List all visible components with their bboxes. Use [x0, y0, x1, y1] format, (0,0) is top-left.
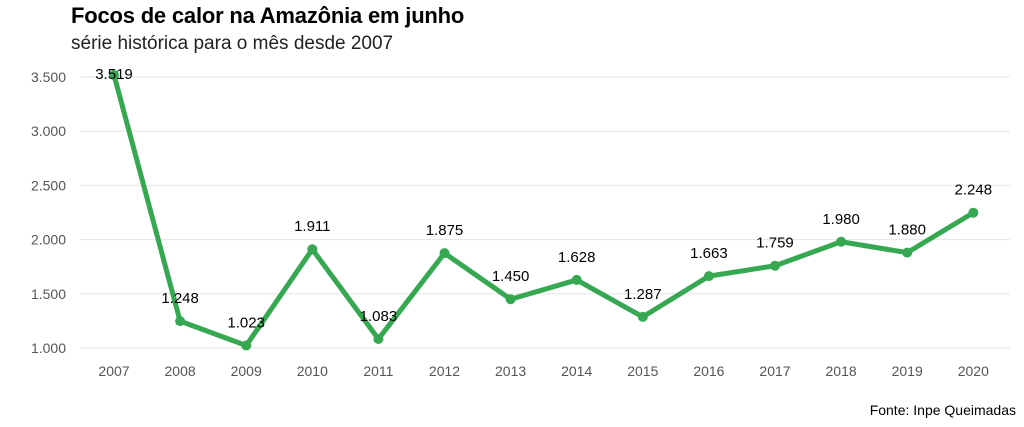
x-tick-label: 2020 [958, 363, 989, 379]
x-tick-label: 2007 [98, 363, 129, 379]
data-label: 1.911 [294, 218, 330, 235]
series-line [111, 72, 976, 349]
data-point [439, 248, 450, 259]
data-point [175, 316, 186, 327]
x-tick-label: 2015 [627, 363, 658, 379]
data-point [968, 207, 979, 218]
x-tick-label: 2013 [495, 363, 526, 379]
x-tick-label: 2010 [297, 363, 328, 379]
data-label: 1.880 [888, 222, 926, 239]
data-point [836, 236, 847, 247]
x-tick-label: 2011 [363, 363, 393, 379]
y-tick-label: 3.000 [31, 123, 66, 139]
y-tick-label: 2.500 [31, 177, 66, 193]
data-label: 1.248 [161, 290, 199, 307]
data-label: 1.980 [822, 211, 860, 228]
data-point [571, 274, 582, 285]
data-label: 1.759 [756, 235, 794, 252]
x-tick-label: 2014 [561, 363, 592, 379]
x-tick-label: 2017 [759, 363, 790, 379]
chart-subtitle: série histórica para o mês desde 2007 [71, 33, 394, 54]
x-tick-label: 2019 [892, 363, 923, 379]
data-point [770, 260, 780, 271]
y-tick-label: 3.500 [31, 69, 66, 85]
y-tick-label: 1.500 [31, 286, 66, 302]
x-tick-label: 2009 [231, 363, 262, 379]
data-point [109, 69, 119, 80]
data-label: 1.875 [426, 222, 464, 239]
x-tick-label: 2016 [693, 363, 724, 379]
x-tick-label: 2008 [165, 363, 196, 379]
data-point [307, 244, 318, 255]
source-note: Fonte: Inpe Queimadas [869, 402, 1016, 418]
data-label: 1.628 [558, 249, 596, 266]
data-label: 1.023 [227, 315, 265, 332]
y-tick-label: 1.000 [31, 340, 66, 356]
data-label: 2.248 [955, 182, 993, 199]
x-tick-label: 2018 [826, 363, 857, 379]
data-label: 1.287 [624, 286, 662, 303]
data-point [505, 294, 516, 305]
data-label: 3.519 [95, 66, 133, 83]
data-label: 1.663 [690, 245, 728, 262]
data-point [241, 340, 252, 351]
data-point [703, 271, 714, 282]
x-tick-label: 2012 [429, 363, 460, 379]
chart-title: Focos de calor na Amazônia em junho [71, 3, 465, 28]
data-point [902, 247, 913, 258]
data-point [637, 311, 648, 322]
y-tick-label: 2.000 [31, 232, 66, 248]
data-point [373, 334, 384, 345]
data-label: 1.083 [360, 308, 398, 325]
data-label: 1.450 [492, 268, 530, 285]
